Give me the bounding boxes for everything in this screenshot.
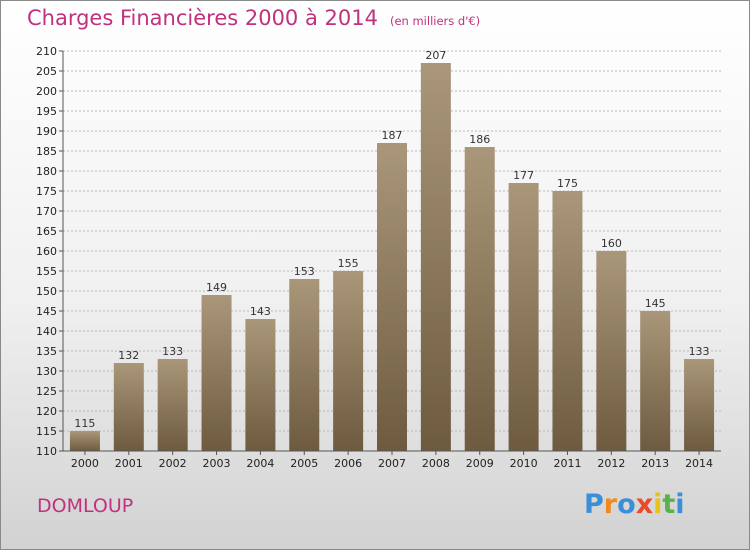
y-tick-label: 175 <box>36 185 57 198</box>
y-tick-label: 155 <box>36 265 57 278</box>
x-tick-label: 2003 <box>203 457 231 470</box>
bar-2014 <box>684 359 715 451</box>
y-tick-label: 205 <box>36 65 57 78</box>
bars <box>69 63 715 451</box>
x-tick-label: 2005 <box>290 457 318 470</box>
y-axis-ticks: 110 115 120 125 130 135 140 145 150 155 160 165 170 1… <box>36 45 63 458</box>
data-label: 175 <box>557 177 578 190</box>
x-tick-label: 2001 <box>115 457 143 470</box>
logo-letter: t <box>662 489 676 520</box>
y-tick-label: 180 <box>36 165 57 178</box>
bar-2010 <box>508 183 539 451</box>
y-tick-label: 145 <box>36 305 57 318</box>
x-tick-label: 2013 <box>641 457 669 470</box>
logo-letter: i <box>653 489 663 520</box>
x-tick-label: 2006 <box>334 457 362 470</box>
x-tick-label: 2004 <box>246 457 274 470</box>
data-label: 132 <box>118 349 139 362</box>
bar-2001 <box>113 363 144 451</box>
y-tick-label: 130 <box>36 365 57 378</box>
logo-letter: o <box>617 489 636 520</box>
x-tick-label: 2012 <box>597 457 625 470</box>
y-tick-label: 165 <box>36 225 57 238</box>
data-labels: 115 132 133 149 143 153 155 187 207 186 177 175 160 1… <box>74 49 709 430</box>
data-label: 160 <box>601 237 622 250</box>
y-tick-label: 200 <box>36 85 57 98</box>
y-tick-label: 210 <box>36 45 57 58</box>
commune-name: DOMLOUP <box>37 495 134 517</box>
bar-2003 <box>201 295 232 451</box>
x-tick-label: 2009 <box>466 457 494 470</box>
y-tick-label: 185 <box>36 145 57 158</box>
data-label: 155 <box>338 257 359 270</box>
data-label: 187 <box>382 129 403 142</box>
data-label: 133 <box>162 345 183 358</box>
x-tick-label: 2014 <box>685 457 713 470</box>
bar-2011 <box>552 191 583 451</box>
bar-2005 <box>289 279 320 451</box>
bar-2008 <box>420 63 451 451</box>
data-label: 115 <box>74 417 95 430</box>
x-axis-ticks: 2000 2001 2002 2003 2004 2005 2006 2007 2008 2009… <box>71 451 713 470</box>
y-tick-label: 150 <box>36 285 57 298</box>
bar-2012 <box>596 251 627 451</box>
y-tick-label: 140 <box>36 325 57 338</box>
data-label: 145 <box>645 297 666 310</box>
y-tick-label: 170 <box>36 205 57 218</box>
proxiti-logo: Proxiti <box>584 489 685 520</box>
x-tick-label: 2011 <box>553 457 581 470</box>
x-tick-label: 2010 <box>510 457 538 470</box>
data-label: 177 <box>513 169 534 182</box>
logo-letter: i <box>675 489 685 520</box>
axes <box>62 51 721 452</box>
y-tick-label: 160 <box>36 245 57 258</box>
y-tick-label: 135 <box>36 345 57 358</box>
data-label: 186 <box>469 133 490 146</box>
x-tick-label: 2008 <box>422 457 450 470</box>
y-tick-label: 120 <box>36 405 57 418</box>
logo-letter: r <box>603 489 618 520</box>
x-tick-label: 2007 <box>378 457 406 470</box>
y-tick-label: 125 <box>36 385 57 398</box>
x-tick-label: 2002 <box>159 457 187 470</box>
bar-2002 <box>157 359 188 451</box>
bar-2000 <box>69 431 100 451</box>
bar-2013 <box>640 311 671 451</box>
data-label: 133 <box>689 345 710 358</box>
y-tick-label: 115 <box>36 425 57 438</box>
y-tick-label: 190 <box>36 125 57 138</box>
logo-letter: x <box>635 489 654 520</box>
chart-title: Charges Financières 2000 à 2014 (en milli… <box>27 6 480 30</box>
bar-2004 <box>245 319 276 451</box>
bar-2009 <box>464 147 495 451</box>
x-tick-label: 2000 <box>71 457 99 470</box>
data-label: 143 <box>250 305 271 318</box>
data-label: 149 <box>206 281 227 294</box>
data-label: 207 <box>425 49 446 62</box>
y-tick-label: 110 <box>36 445 57 458</box>
y-tick-label: 195 <box>36 105 57 118</box>
bar-2007 <box>377 143 407 451</box>
logo-letter: P <box>584 489 604 520</box>
chart-title-text: Charges Financières 2000 à 2014 <box>27 6 378 30</box>
chart-subtitle: (en milliers d'€) <box>389 14 481 28</box>
bar-2006 <box>333 271 364 451</box>
data-label: 153 <box>294 265 315 278</box>
